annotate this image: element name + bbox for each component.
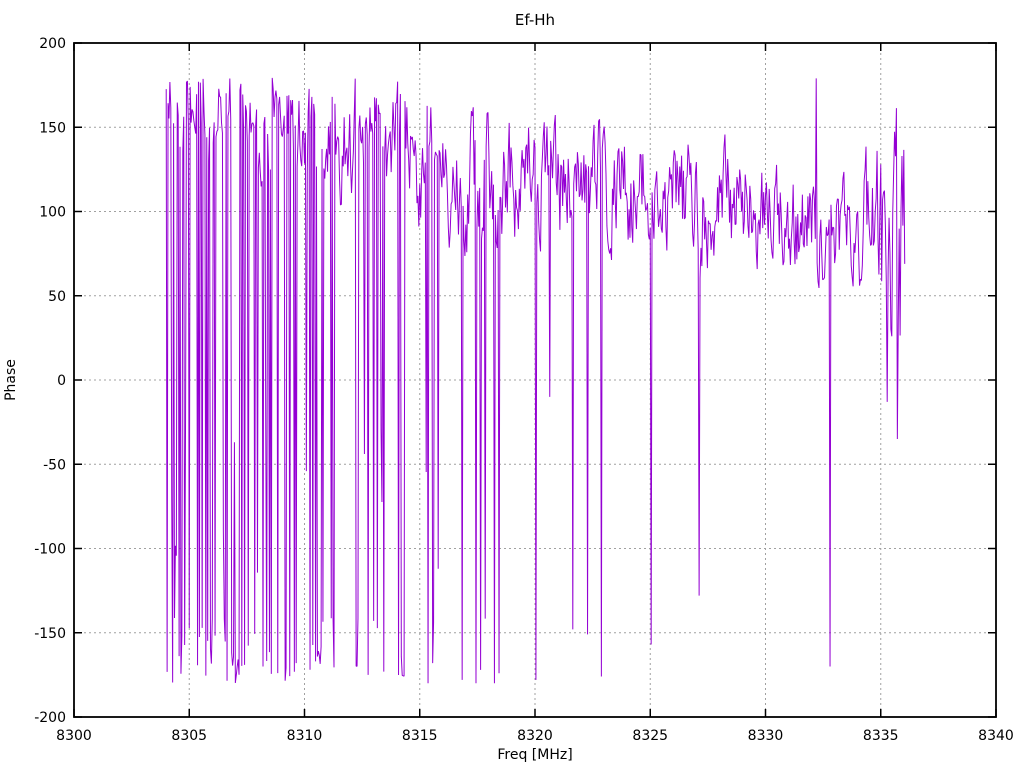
x-tick-label: 8310 <box>287 728 323 744</box>
x-tick-label: 8300 <box>56 728 92 744</box>
x-axis-label: Freq [MHz] <box>497 747 572 763</box>
series-layer <box>165 77 906 684</box>
y-tick-label: 0 <box>57 373 66 389</box>
x-tick-label: 8330 <box>748 728 784 744</box>
x-tick-label: 8315 <box>402 728 438 744</box>
y-tick-label: 200 <box>39 36 66 52</box>
x-tick-label: 8305 <box>171 728 207 744</box>
ticks-layer <box>73 42 997 718</box>
tick-labels-layer: 8300 8305 8310 8315 8320 8325 8330 8335 8340 -200… <box>34 36 1014 744</box>
y-tick-label: 50 <box>48 289 66 305</box>
y-tick-label: -100 <box>34 542 66 558</box>
y-tick-label: -50 <box>43 457 66 473</box>
y-tick-label: -200 <box>34 710 66 726</box>
y-tick-label: 100 <box>39 205 66 221</box>
y-tick-label: 150 <box>39 120 66 136</box>
x-tick-label: 8325 <box>632 728 668 744</box>
phase-trace <box>165 77 906 684</box>
chart-title: Ef-Hh <box>515 11 555 29</box>
y-axis-label: Phase <box>3 359 19 401</box>
x-tick-label: 8320 <box>517 728 553 744</box>
x-tick-label: 8335 <box>863 728 899 744</box>
y-tick-label: -150 <box>34 626 66 642</box>
x-tick-label: 8340 <box>978 728 1014 744</box>
